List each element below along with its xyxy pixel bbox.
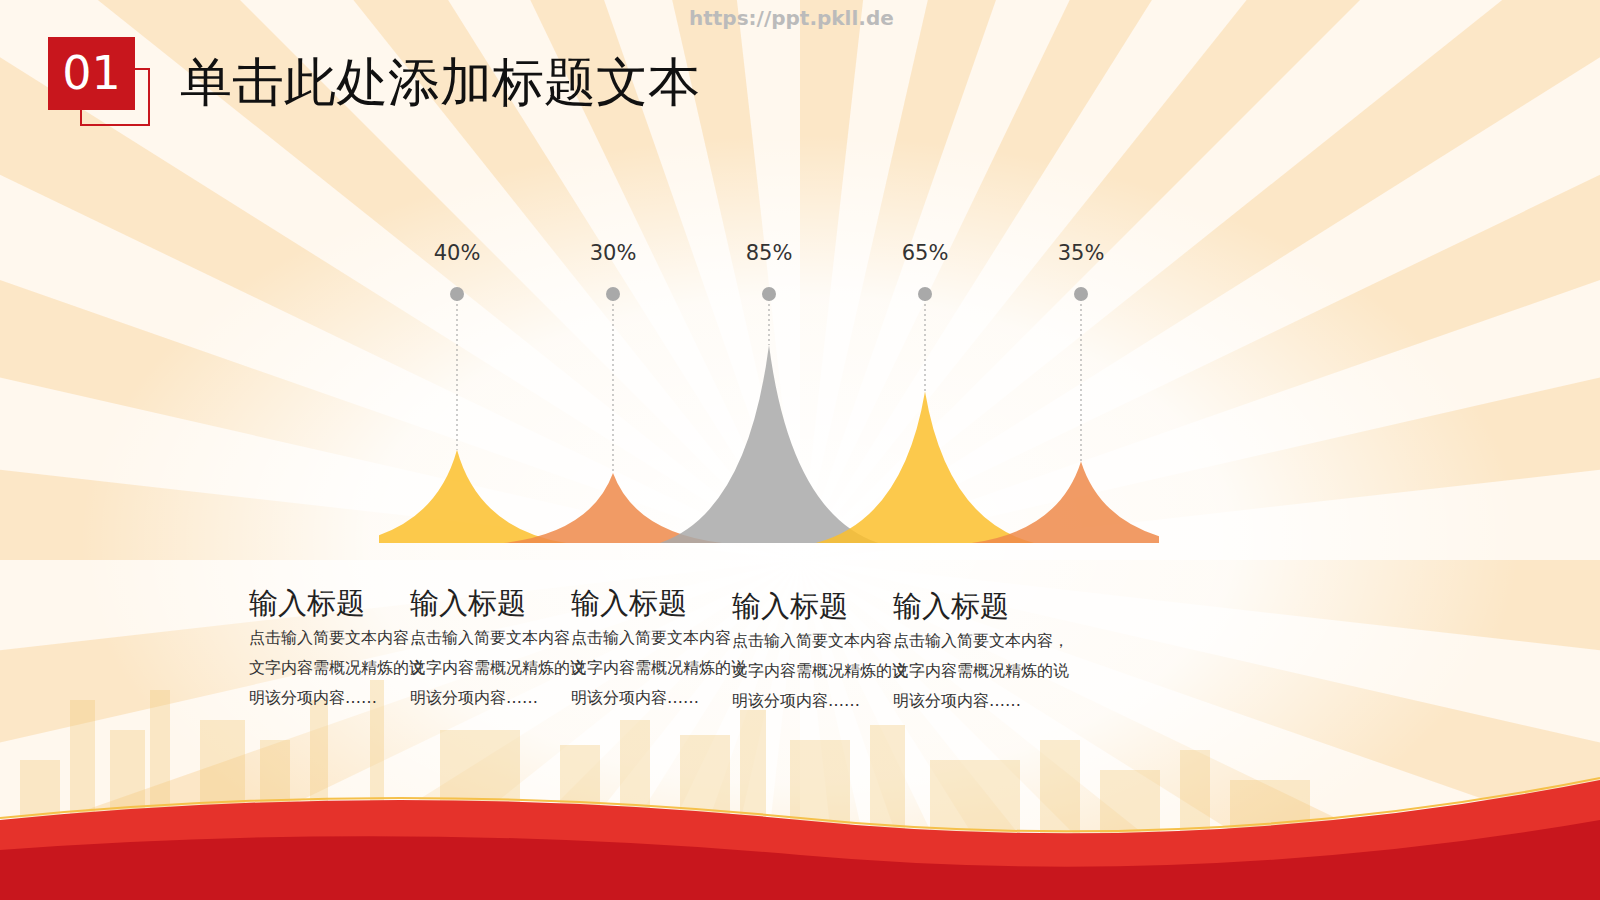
- html-text:输入标题: 输入标题: [410, 586, 526, 620]
- html-text:单击此处添加标题文本: 单击此处添加标题文本: [180, 52, 700, 112]
- html-text:01: 01: [62, 46, 121, 100]
- svg-text:35%: 35%: [1058, 241, 1105, 265]
- svg-text:30%: 30%: [590, 241, 637, 265]
- html-text:点击输入简要文本内容，文字内容需概况精炼的说明该分项内容……: 点击输入简要文本内容，文字内容需概况精炼的说明该分项内容……: [249, 628, 425, 707]
- html-text:点击输入简要文本内容，文字内容需概况精炼的说明该分项内容……: 点击输入简要文本内容，文字内容需概况精炼的说明该分项内容……: [571, 628, 747, 707]
- html-text:点击输入简要文本内容，文字内容需概况精炼的说明该分项内容……: 点击输入简要文本内容，文字内容需概况精炼的说明该分项内容……: [410, 628, 586, 707]
- html-text:点击输入简要文本内容，文字内容需概况精炼的说明该分项内容……: 点击输入简要文本内容，文字内容需概况精炼的说明该分项内容……: [893, 631, 1069, 710]
- html-text:输入标题: 输入标题: [732, 589, 848, 623]
- svg-text:65%: 65%: [902, 241, 949, 265]
- svg-text:40%: 40%: [434, 241, 481, 265]
- html-text:https://ppt.pkll.de: https://ppt.pkll.de: [689, 6, 894, 30]
- svg-text:85%: 85%: [746, 241, 793, 265]
- html-text:输入标题: 输入标题: [571, 586, 687, 620]
- html-text:输入标题: 输入标题: [249, 586, 365, 620]
- html-text:输入标题: 输入标题: [893, 589, 1009, 623]
- html-text:点击输入简要文本内容，文字内容需概况精炼的说明该分项内容……: 点击输入简要文本内容，文字内容需概况精炼的说明该分项内容……: [732, 631, 908, 710]
